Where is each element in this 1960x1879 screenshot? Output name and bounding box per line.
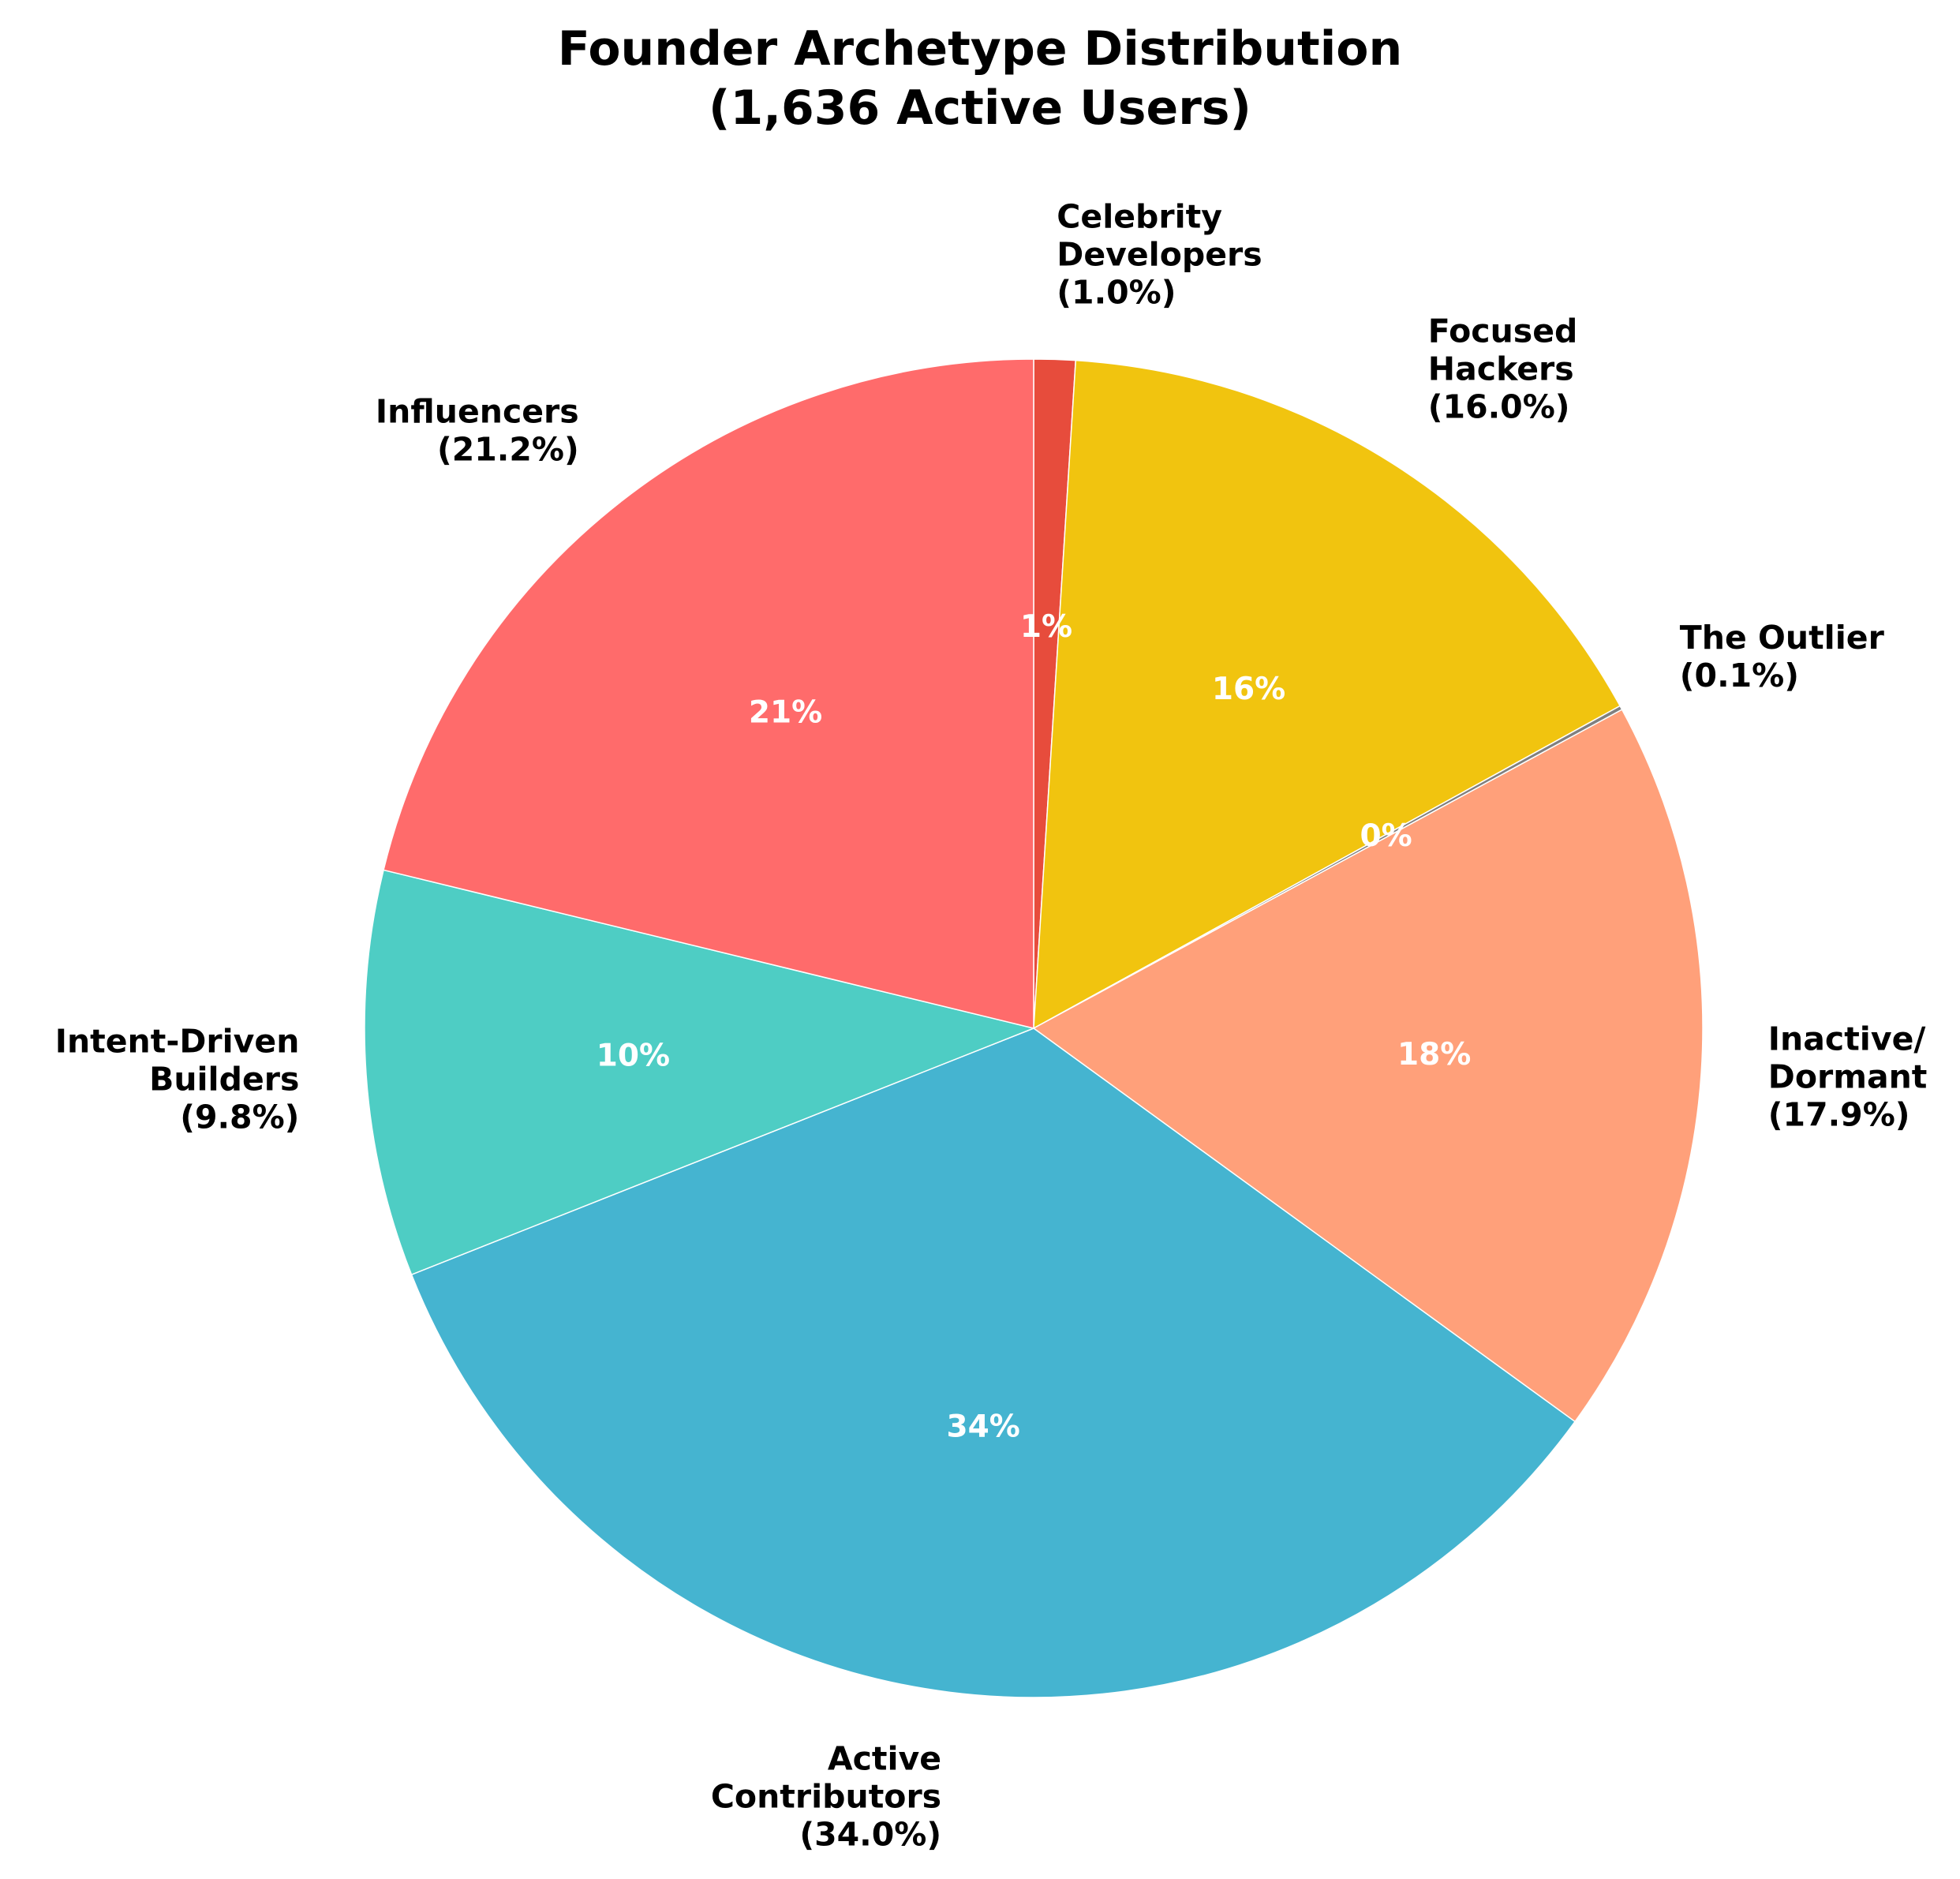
category-label-line: Hackers — [1428, 350, 1574, 387]
chart-title-line-2: (1,636 Active Users) — [709, 80, 1251, 136]
category-label-line: Developers — [1057, 236, 1262, 274]
pie-category-labels: Celebrity Developers (1.0%)Focused Hackers(… — [55, 198, 1928, 1854]
pct-label-the-outlier: 0% — [1360, 818, 1412, 854]
pie-slice-focused-hackers — [1033, 359, 1621, 1030]
category-label-influencers: Influencers (21.2%) — [376, 393, 579, 469]
category-label-line: (17.9%) — [1768, 1096, 1910, 1134]
pie-slices — [364, 358, 1704, 1698]
category-label-line: (9.8%) — [180, 1098, 299, 1136]
category-label-active-contributors: Active Contributors (34.0%) — [711, 1739, 941, 1853]
pct-label-celebrity-developers: 1% — [1020, 609, 1072, 645]
category-label-line: Focused — [1428, 312, 1578, 350]
pie-slice-influencers — [383, 358, 1034, 1029]
category-label-line: Builders — [149, 1060, 299, 1098]
pie-slice-inactive-dormant — [1032, 709, 1704, 1423]
category-label-inactive-dormant: Inactive/Dormant (17.9%) — [1768, 1020, 1928, 1134]
category-label-line: (0.1%) — [1680, 657, 1799, 694]
category-label-line: (16.0%) — [1428, 387, 1570, 425]
category-label-line: (21.2%) — [437, 431, 579, 469]
pct-label-inactive-dormant: 18% — [1397, 1037, 1471, 1072]
category-label-line: The Outlier — [1680, 619, 1885, 657]
category-label-line: (1.0%) — [1057, 274, 1176, 312]
pie-slice-intent-driven-builders — [364, 869, 1036, 1276]
category-label-focused-hackers: Focused Hackers (16.0%) — [1428, 312, 1578, 425]
pct-label-intent-driven-builders: 10% — [597, 1039, 670, 1074]
pie-percent-labels: 1% 16% 0% 18% 34% 10% 21% — [597, 609, 1472, 1444]
category-label-the-outlier: The Outlier (0.1%) — [1680, 619, 1885, 694]
pct-label-influencers: 21% — [749, 694, 822, 730]
category-label-line: Active — [828, 1739, 941, 1777]
category-label-line: Influencers — [376, 393, 579, 431]
category-label-celebrity-developers: Celebrity Developers (1.0%) — [1057, 198, 1262, 312]
category-label-line: Celebrity — [1057, 198, 1222, 236]
category-label-line: Intent-Driven — [55, 1022, 300, 1060]
category-label-line: (34.0%) — [799, 1815, 941, 1853]
category-label-line: Inactive/ — [1768, 1020, 1926, 1058]
category-label-line: Dormant — [1768, 1058, 1928, 1096]
category-label-intent-driven-builders: Intent-Driven Builders (9.8%) — [55, 1022, 300, 1136]
pct-label-focused-hackers: 16% — [1212, 672, 1285, 707]
category-label-line: Contributors — [711, 1777, 941, 1815]
pie-slice-active-contributors — [410, 1027, 1577, 1698]
pct-label-active-contributors: 34% — [947, 1409, 1020, 1444]
chart-title-line-1: Founder Archetype Distribution — [558, 21, 1402, 77]
